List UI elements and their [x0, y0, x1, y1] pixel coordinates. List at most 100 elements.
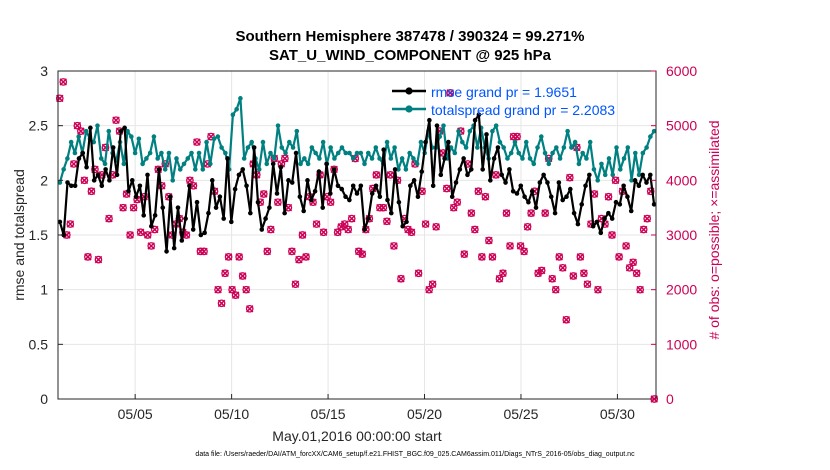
totalspread-point	[490, 128, 495, 134]
totalspread-point	[57, 180, 63, 185]
totalspread-point	[283, 150, 288, 156]
rmse-point	[160, 205, 166, 210]
x-axis-ticks: 05/05 05/10 05/15 05/20 05/25 05/30	[118, 394, 635, 422]
y-right-tick-label: 4000	[666, 172, 697, 188]
obs-possible-marker	[143, 231, 152, 239]
rmse-point	[248, 210, 253, 216]
totalspread-point	[580, 150, 585, 156]
rmse-point	[118, 128, 124, 134]
rmse-point	[468, 167, 474, 172]
rmse-point	[423, 139, 428, 145]
totalspread-point	[230, 112, 236, 118]
obs-assimilated-marker	[379, 203, 388, 212]
totalspread-point	[332, 156, 337, 161]
totalspread-point	[606, 156, 612, 161]
totalspread-point	[617, 167, 623, 172]
obs-assimilated-marker	[267, 225, 275, 234]
rmse-point	[57, 219, 63, 225]
totalspread-point	[561, 145, 567, 150]
obs-assimilated-marker	[358, 250, 367, 258]
obs-assimilated-marker	[555, 253, 563, 261]
rmse-point	[190, 227, 196, 232]
obs-possible-marker	[80, 176, 89, 185]
rmse-point	[76, 156, 82, 161]
rmse-point	[644, 180, 649, 185]
x-tick-label: 05/20	[407, 406, 442, 422]
y-right-axis-label: # of obs: o=possible; ×=assimilated	[706, 120, 722, 339]
totalspread-point	[76, 134, 81, 139]
obs-assimilated-marker	[495, 275, 504, 283]
obs-possible-marker	[242, 285, 251, 294]
totalspread-point	[557, 156, 563, 161]
legend: rmse grand pr = 1.9651 totalspread grand…	[392, 84, 615, 118]
totalspread-point	[151, 134, 157, 139]
obs-possible-marker	[291, 280, 300, 289]
rmse-point	[175, 205, 181, 210]
y-left-tick-label: 2.5	[29, 118, 49, 134]
obs-assimilated-marker	[425, 285, 433, 294]
rmse-point	[354, 191, 360, 196]
obs-assimilated-marker	[622, 242, 630, 250]
totalspread-point	[211, 136, 217, 142]
obs-possible-marker	[565, 173, 574, 182]
totalspread-point	[223, 150, 228, 156]
totalspread-point	[407, 150, 412, 156]
obs-possible-marker	[548, 274, 557, 283]
rmse-point	[156, 167, 162, 172]
totalspread-point	[546, 161, 552, 167]
rmse-point	[362, 227, 367, 232]
totalspread-point	[313, 150, 318, 156]
chart-title-line2: SAT_U_WIND_COMPONENT @ 925 hPa	[269, 47, 551, 64]
obs-assimilated-marker	[214, 285, 222, 294]
totalspread-point	[640, 150, 646, 156]
rmse-point	[594, 219, 600, 225]
rmse-point	[632, 178, 638, 183]
rmse-point	[152, 213, 158, 218]
obs-possible-marker	[221, 269, 229, 278]
obs-possible-marker	[421, 220, 430, 228]
totalspread-point	[245, 145, 251, 150]
rmse-point	[110, 145, 116, 150]
obs-possible-marker	[506, 242, 514, 250]
obs-assimilated-marker	[397, 275, 405, 283]
obs-possible-marker	[499, 269, 507, 278]
obs-assimilated-marker	[442, 184, 451, 193]
obs-assimilated-marker	[428, 280, 437, 288]
rmse-point	[617, 202, 623, 207]
obs-assimilated-marker	[390, 242, 398, 250]
rmse-point	[446, 139, 451, 145]
totalspread-point	[576, 161, 582, 167]
obs-possible-marker	[604, 192, 613, 201]
obs-possible-marker	[551, 285, 560, 294]
x-axis-label: May.01,2016 00:00:00 start	[272, 428, 442, 444]
rmse-point	[259, 227, 265, 232]
obs-assimilated-marker	[562, 316, 571, 324]
y-right-tick-label: 6000	[666, 63, 697, 79]
obs-assimilated-marker	[288, 247, 296, 256]
obs-assimilated-marker	[548, 275, 556, 283]
rmse-point	[65, 180, 70, 185]
obs-assimilated-marker	[295, 255, 303, 264]
rmse-point	[114, 172, 120, 178]
rmse-point	[206, 210, 211, 216]
totalspread-point	[377, 156, 382, 161]
obs-possible-marker	[129, 203, 138, 212]
totalspread-point	[287, 139, 292, 145]
totalspread-point	[347, 150, 352, 156]
obs-possible-marker	[150, 225, 159, 234]
obs-assimilated-marker	[143, 231, 152, 239]
rmse-point	[488, 178, 493, 183]
rmse-point	[335, 183, 341, 189]
obs-assimilated-marker	[611, 176, 620, 185]
rmse-point	[510, 188, 516, 194]
rmse-point	[400, 223, 406, 229]
y-left-tick-label: 0.5	[29, 336, 49, 352]
rmse-point	[522, 194, 527, 200]
obs-possible-marker	[470, 225, 479, 234]
rmse-point	[476, 112, 482, 118]
rmse-point	[179, 238, 185, 243]
totalspread-point	[475, 145, 480, 150]
totalspread-point	[497, 139, 503, 145]
totalspread-point	[493, 123, 499, 128]
totalspread-point	[162, 167, 168, 172]
